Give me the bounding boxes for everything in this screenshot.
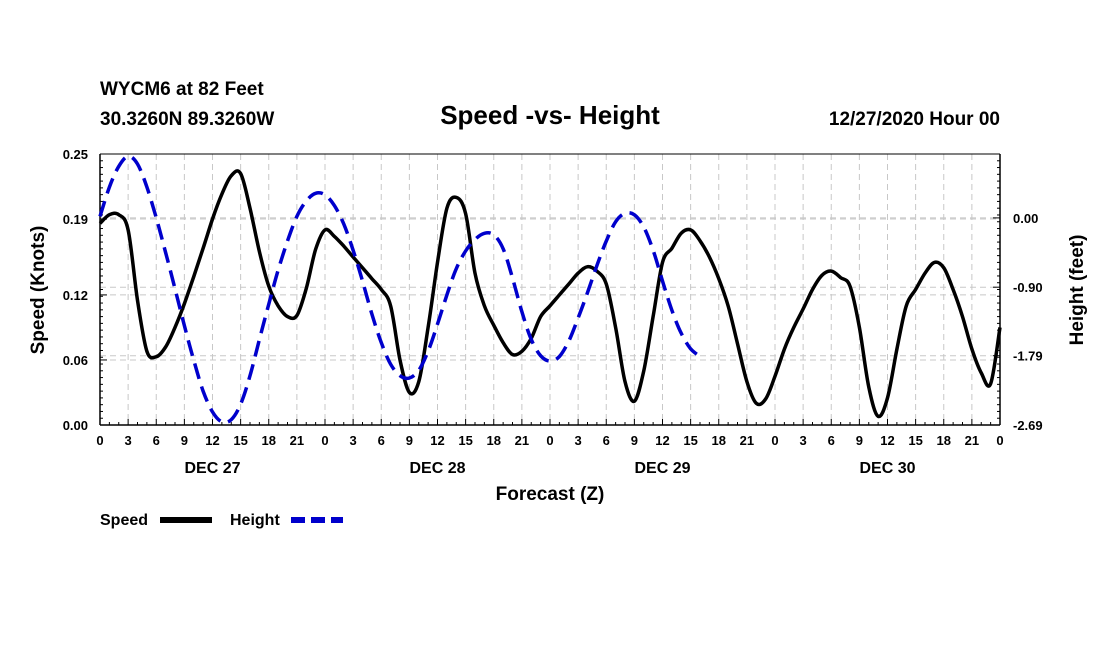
x-tick-label: 0 xyxy=(996,433,1003,448)
x-tick-label: 3 xyxy=(800,433,807,448)
x-tick-label: 18 xyxy=(937,433,951,448)
y-left-tick-label: 0.25 xyxy=(63,147,88,162)
x-tick-label: 6 xyxy=(378,433,385,448)
x-tick-label: 0 xyxy=(771,433,778,448)
station-label: WYCM6 at 82 Feet xyxy=(100,79,264,100)
x-tick-label: 9 xyxy=(181,433,188,448)
x-tick-label: 21 xyxy=(515,433,529,448)
day-label: DEC 29 xyxy=(634,460,690,477)
x-tick-label: 18 xyxy=(712,433,726,448)
day-label: DEC 30 xyxy=(859,460,915,477)
x-tick-label: 15 xyxy=(908,433,922,448)
x-tick-label: 15 xyxy=(233,433,247,448)
y-left-tick-label: 0.00 xyxy=(63,418,88,433)
x-tick-label: 3 xyxy=(350,433,357,448)
axes: 0 3 6 9 12 15 18 21 0 3 6 9 12 15 18 21 0 3 6 9 12 15 18 21 0 3 6 9… xyxy=(63,147,1043,477)
x-tick-label: 12 xyxy=(205,433,219,448)
legend-height-label: Height xyxy=(230,512,280,529)
x-tick-label: 12 xyxy=(880,433,894,448)
y-right-axis-title: Height (feet) xyxy=(1067,235,1088,346)
y-right-tick-label: -1.79 xyxy=(1013,349,1043,364)
y-right-tick-label: -2.69 xyxy=(1013,418,1043,433)
x-tick-label: 9 xyxy=(856,433,863,448)
x-tick-label: 0 xyxy=(96,433,103,448)
x-tick-label: 0 xyxy=(546,433,553,448)
x-tick-label: 6 xyxy=(603,433,610,448)
x-tick-label: 12 xyxy=(655,433,669,448)
series-line-height xyxy=(98,154,702,425)
x-tick-label: 9 xyxy=(406,433,413,448)
x-tick-label: 21 xyxy=(965,433,979,448)
y-right-tick-label: 0.00 xyxy=(1013,211,1038,226)
x-tick-label: 6 xyxy=(153,433,160,448)
x-tick-label: 21 xyxy=(740,433,754,448)
x-tick-label: 18 xyxy=(262,433,276,448)
series-lines xyxy=(98,154,1002,425)
x-tick-label: 9 xyxy=(631,433,638,448)
chart-title: Speed -vs- Height xyxy=(440,100,660,130)
x-axis-title: Forecast (Z) xyxy=(496,484,605,505)
legend: Speed Height xyxy=(100,512,343,529)
y-left-tick-label: 0.19 xyxy=(63,212,88,227)
grid-lines xyxy=(99,153,1001,426)
legend-speed-label: Speed xyxy=(100,512,148,529)
x-tick-label: 18 xyxy=(487,433,501,448)
x-tick-label: 3 xyxy=(125,433,132,448)
datetime-label: 12/27/2020 Hour 00 xyxy=(829,109,1000,130)
x-tick-label: 15 xyxy=(458,433,472,448)
x-tick-label: 21 xyxy=(290,433,304,448)
coords-label: 30.3260N 89.3260W xyxy=(100,109,274,130)
x-tick-label: 15 xyxy=(683,433,697,448)
day-label: DEC 28 xyxy=(409,460,465,477)
y-left-tick-label: 0.12 xyxy=(63,288,88,303)
y-left-axis-title: Speed (Knots) xyxy=(28,226,49,355)
x-tick-label: 0 xyxy=(321,433,328,448)
y-left-tick-label: 0.06 xyxy=(63,353,88,368)
series-line-speed xyxy=(98,169,1002,419)
x-tick-label: 12 xyxy=(430,433,444,448)
day-label: DEC 27 xyxy=(184,460,240,477)
x-tick-label: 3 xyxy=(575,433,582,448)
x-tick-label: 6 xyxy=(828,433,835,448)
y-right-tick-label: -0.90 xyxy=(1013,280,1043,295)
